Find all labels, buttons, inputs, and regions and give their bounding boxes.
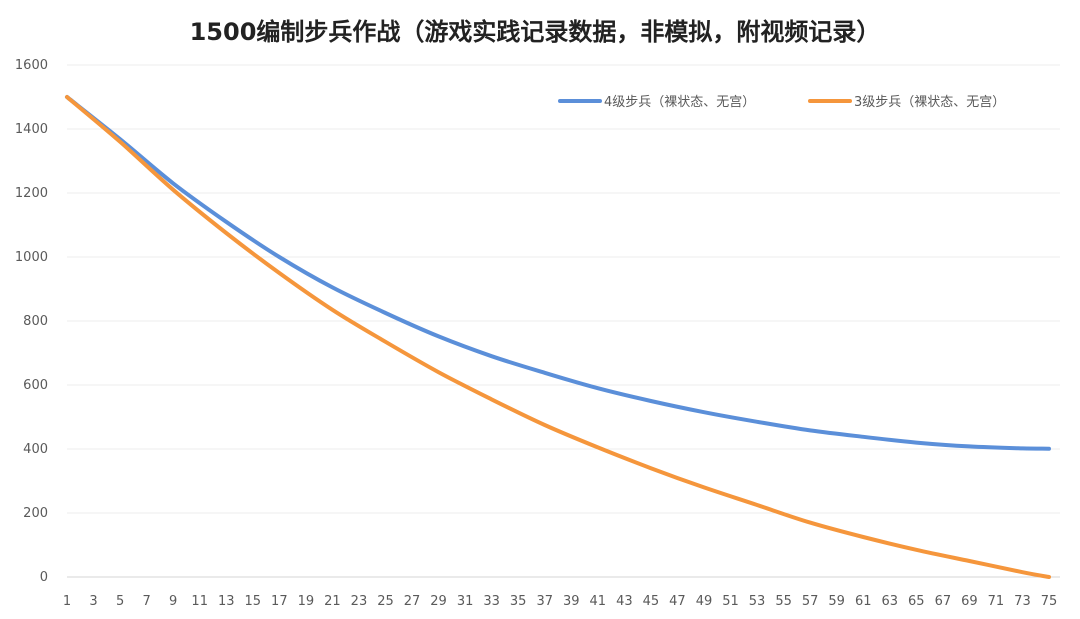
x-tick-label: 39 [563,594,580,609]
y-tick-label: 1600 [15,58,48,73]
legend-label-2: 3级步兵（裸状态、无宫） [854,95,1005,110]
x-tick-label: 73 [1014,594,1031,609]
grid-layer [67,64,1060,578]
x-tick-label: 43 [616,594,633,609]
x-tick-label: 51 [722,594,739,609]
x-tick-label: 75 [1041,594,1058,609]
x-tick-label: 71 [988,594,1005,609]
x-tick-label: 11 [191,594,208,609]
y-tick-label: 0 [40,570,48,585]
x-axis-ticks: 1 3 5 7 9 11 13 15 17 19 21 23 25 27 29 31 33 35 37 39 41 43 4… [63,594,1057,609]
y-tick-label: 200 [23,506,48,521]
x-tick-label: 23 [351,594,368,609]
x-tick-label: 69 [961,594,978,609]
x-tick-label: 29 [430,594,447,609]
x-tick-label: 63 [881,594,898,609]
y-tick-label: 1200 [15,186,48,201]
x-tick-label: 1 [63,594,71,609]
x-tick-label: 7 [142,594,150,609]
x-tick-label: 15 [245,594,262,609]
x-tick-label: 59 [828,594,845,609]
x-tick-label: 31 [457,594,474,609]
x-tick-label: 49 [696,594,713,609]
chart-title: 1500编制步兵作战（游戏实践记录数据，非模拟，附视频记录） [190,18,881,46]
legend-label-1: 4级步兵（裸状态、无宫） [604,95,755,110]
x-tick-label: 35 [510,594,527,609]
x-tick-label: 27 [404,594,421,609]
y-axis-ticks: 0 200 400 600 800 1000 1200 1400 1600 [15,58,48,585]
x-tick-label: 45 [643,594,660,609]
x-tick-label: 33 [483,594,500,609]
y-tick-label: 1000 [15,250,48,265]
x-tick-label: 21 [324,594,341,609]
y-tick-label: 400 [23,442,48,457]
x-tick-label: 25 [377,594,394,609]
legend: 4级步兵（裸状态、无宫） 3级步兵（裸状态、无宫） [558,95,1005,110]
x-tick-label: 19 [298,594,315,609]
x-tick-label: 13 [218,594,235,609]
x-tick-label: 55 [775,594,792,609]
series-line-2 [65,95,1051,579]
x-tick-label: 47 [669,594,686,609]
y-tick-label: 600 [23,378,48,393]
x-tick-label: 5 [116,594,124,609]
x-tick-label: 57 [802,594,819,609]
x-tick-label: 53 [749,594,766,609]
x-tick-label: 37 [536,594,553,609]
y-tick-label: 1400 [15,122,48,137]
x-tick-label: 3 [89,594,97,609]
x-tick-label: 41 [590,594,607,609]
x-tick-label: 65 [908,594,925,609]
x-tick-label: 17 [271,594,288,609]
x-tick-label: 67 [935,594,952,609]
x-tick-label: 9 [169,594,177,609]
y-tick-label: 800 [23,314,48,329]
series-layer [65,95,1051,579]
x-tick-label: 61 [855,594,872,609]
series-line-1 [65,95,1051,451]
